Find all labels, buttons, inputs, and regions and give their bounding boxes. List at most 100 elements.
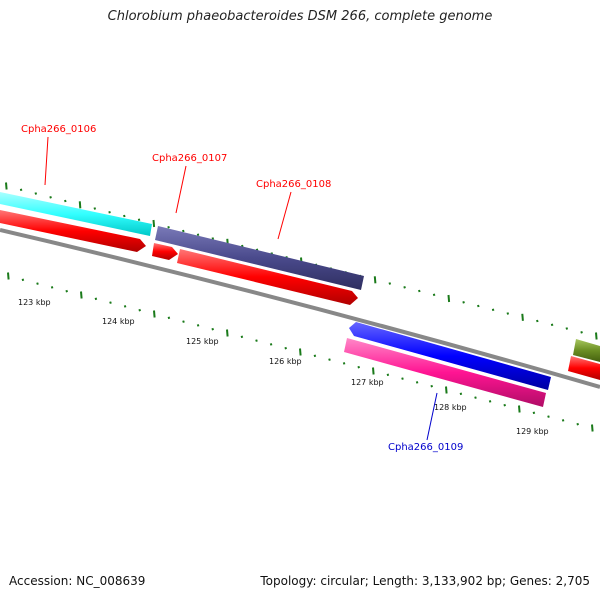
gene-cpha266-0108-arrow[interactable] xyxy=(177,249,358,305)
minor-tick xyxy=(167,316,171,320)
minor-tick xyxy=(576,422,579,426)
kbp-labels: 123 kbp 124 kbp 125 kbp 126 kbp 127 kbp … xyxy=(18,298,549,436)
minor-tick xyxy=(50,286,54,289)
major-tick xyxy=(518,405,521,413)
minor-tick xyxy=(196,233,200,237)
gene-label-text[interactable]: Cpha266_0108 xyxy=(256,179,331,190)
minor-tick xyxy=(211,327,214,331)
minor-tick xyxy=(432,293,436,297)
gene-label-cpha266-0109[interactable]: Cpha266_0109 xyxy=(388,392,463,453)
kbp-label: 126 kbp xyxy=(269,357,302,366)
major-tick xyxy=(152,219,156,228)
minor-tick xyxy=(536,319,539,323)
major-tick xyxy=(226,329,229,337)
kbp-label: 124 kbp xyxy=(102,317,135,326)
map-title: Chlorobium phaeobacteroides DSM 266, com… xyxy=(107,9,493,24)
minor-tick xyxy=(503,403,506,407)
major-tick xyxy=(153,310,156,318)
minor-tick xyxy=(401,377,404,380)
gene-label-cpha266-0106[interactable]: Cpha266_0106 xyxy=(21,124,96,186)
minor-tick xyxy=(532,411,536,415)
minor-tick xyxy=(580,331,583,334)
minor-tick xyxy=(459,392,463,396)
major-tick xyxy=(521,313,524,321)
gene-label-text[interactable]: Cpha266_0109 xyxy=(388,442,463,453)
minor-tick xyxy=(240,335,244,339)
gene-label-cpha266-0107[interactable]: Cpha266_0107 xyxy=(152,153,227,214)
minor-tick xyxy=(491,308,495,312)
minor-tick xyxy=(182,320,185,323)
minor-tick xyxy=(386,373,390,377)
minor-tick xyxy=(565,327,569,330)
minor-tick xyxy=(109,301,112,304)
major-tick xyxy=(78,201,82,209)
major-tick xyxy=(591,424,594,432)
kbp-label: 128 kbp xyxy=(434,403,467,412)
minor-tick xyxy=(138,308,141,312)
red-feature-right-edge[interactable] xyxy=(568,356,600,380)
major-tick xyxy=(447,294,451,303)
gene-label-text[interactable]: Cpha266_0106 xyxy=(21,124,96,135)
major-tick xyxy=(299,348,302,356)
minor-tick xyxy=(415,381,419,384)
minor-tick xyxy=(137,218,141,222)
minor-tick xyxy=(108,211,111,214)
minor-tick xyxy=(313,354,317,358)
genome-backbone xyxy=(0,228,600,389)
minor-tick xyxy=(123,214,126,218)
major-tick xyxy=(7,272,10,280)
minor-tick xyxy=(388,282,392,285)
minor-tick xyxy=(477,304,480,308)
accession-text: Accession: NC_008639 xyxy=(9,574,146,588)
olive-feature-bar[interactable] xyxy=(573,339,600,362)
minor-tick xyxy=(403,286,406,289)
minor-tick xyxy=(430,384,433,388)
minor-tick xyxy=(506,312,510,315)
kbp-label: 125 kbp xyxy=(186,337,219,346)
genome-summary-text: Topology: circular; Length: 3,133,902 bp… xyxy=(260,574,590,588)
kbp-label: 127 kbp xyxy=(351,378,384,387)
major-tick xyxy=(5,182,8,190)
minor-tick xyxy=(550,323,554,327)
cyan-feature-bar[interactable] xyxy=(0,192,152,236)
minor-tick xyxy=(488,400,492,403)
minor-tick xyxy=(269,343,273,346)
minor-tick xyxy=(547,415,550,418)
minor-tick xyxy=(21,278,25,282)
minor-tick xyxy=(94,297,98,301)
minor-tick xyxy=(342,362,346,365)
minor-tick xyxy=(284,346,287,350)
minor-tick xyxy=(357,365,360,369)
minor-tick xyxy=(211,237,215,240)
gene-cpha266-0107-arrow[interactable] xyxy=(152,243,178,260)
minor-tick xyxy=(561,419,565,422)
minor-tick xyxy=(19,188,23,192)
pink-feature-bar[interactable] xyxy=(344,338,546,407)
minor-tick xyxy=(462,301,465,304)
major-tick xyxy=(80,291,83,299)
minor-tick xyxy=(36,282,39,285)
gene-cpha266-0109-arrow[interactable] xyxy=(349,322,551,390)
minor-tick xyxy=(196,324,200,327)
minor-tick xyxy=(255,339,258,342)
minor-tick xyxy=(49,196,52,199)
major-tick xyxy=(372,367,375,375)
major-tick xyxy=(445,386,448,394)
minor-tick xyxy=(167,226,170,229)
kbp-label: 123 kbp xyxy=(18,298,51,307)
minor-tick xyxy=(64,199,67,203)
major-tick xyxy=(373,276,377,284)
major-tick xyxy=(595,332,598,340)
minor-tick xyxy=(34,192,38,195)
minor-tick xyxy=(93,207,97,210)
minor-tick xyxy=(328,358,331,361)
minor-tick xyxy=(123,305,127,308)
minor-tick xyxy=(182,229,185,233)
gene-cpha266-0106-arrow[interactable] xyxy=(0,210,146,252)
lower-tick-track xyxy=(7,272,594,432)
gene-label-cpha266-0108[interactable]: Cpha266_0108 xyxy=(256,179,331,240)
slate-feature-bar[interactable] xyxy=(155,226,364,290)
gene-label-text[interactable]: Cpha266_0107 xyxy=(152,153,227,164)
